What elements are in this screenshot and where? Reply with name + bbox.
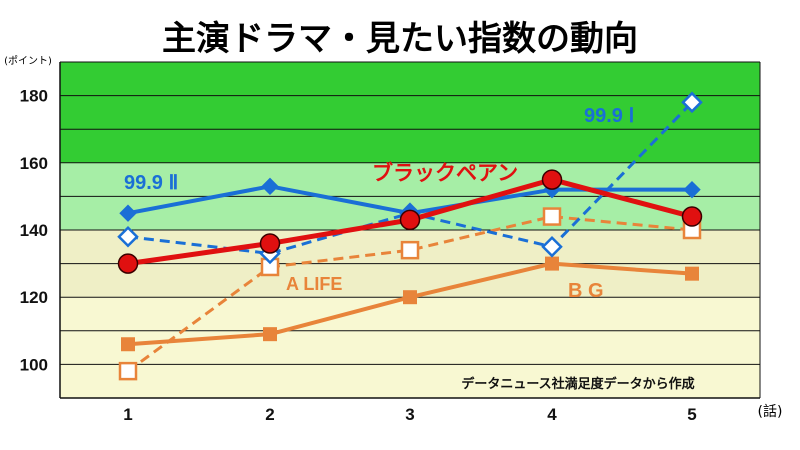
point-s0-0: [117, 225, 139, 248]
series-label-3: A LIFE: [286, 274, 342, 294]
point-s3-3: [542, 207, 562, 226]
point-s4-0: [121, 337, 135, 352]
series-label-1: 99.9 Ⅱ: [124, 172, 178, 194]
band-0: [60, 62, 760, 163]
point-s2-4: [681, 206, 703, 227]
point-s1-4: [683, 180, 701, 199]
point-s2-0: [117, 253, 139, 274]
point-s1-1: [261, 177, 279, 196]
point-s4-2: [403, 290, 417, 305]
point-s4-1: [263, 327, 277, 342]
series-2: [117, 169, 703, 274]
y-tick-100: 100: [20, 355, 48, 374]
y-tick-180: 180: [20, 87, 48, 106]
point-s2-1: [259, 233, 281, 254]
y-tick-labels: 100 120 140 160 180: [20, 87, 48, 375]
point-s2-2: [399, 209, 421, 231]
x-tick-5: 5: [687, 405, 696, 424]
point-s1-0: [119, 204, 137, 222]
chart-title: 主演ドラマ・見たい指数の動向: [162, 19, 638, 59]
x-tick-4: 4: [547, 405, 557, 424]
x-tick-2: 2: [265, 405, 274, 424]
point-s2-3: [541, 169, 563, 190]
x-tick-3: 3: [405, 405, 414, 424]
series-label-0: 99.9 Ⅰ: [584, 105, 634, 127]
x-tick-1: 1: [123, 405, 132, 424]
series-labels: 99.9 Ⅰ 99.9 Ⅱ ブラックペアン A LIFE B G: [124, 105, 634, 302]
series-4: [121, 256, 699, 352]
point-s0-4: [681, 91, 703, 114]
y-tick-140: 140: [20, 221, 48, 240]
series-3: [118, 207, 702, 381]
x-tick-labels: 1 2 3 4 5: [123, 405, 696, 424]
source-note: データニュース社満足度データから作成: [461, 376, 694, 392]
point-s3-0: [118, 361, 138, 381]
point-s4-3: [545, 256, 559, 271]
point-s0-3: [541, 236, 563, 258]
series-line-3: [127, 215, 693, 373]
point-s4-4: [685, 266, 699, 281]
series-label-4: B G: [568, 280, 604, 302]
y-axis-label: (ポイント): [4, 55, 52, 67]
axes: [59, 61, 761, 399]
series-label-2: ブラックペアン: [372, 161, 518, 185]
series-group: [117, 91, 703, 381]
band-3: [60, 297, 760, 398]
point-s3-2: [400, 240, 420, 260]
x-axis-label: (話): [758, 403, 783, 420]
y-tick-160: 160: [20, 154, 48, 173]
y-tick-120: 120: [20, 288, 48, 307]
